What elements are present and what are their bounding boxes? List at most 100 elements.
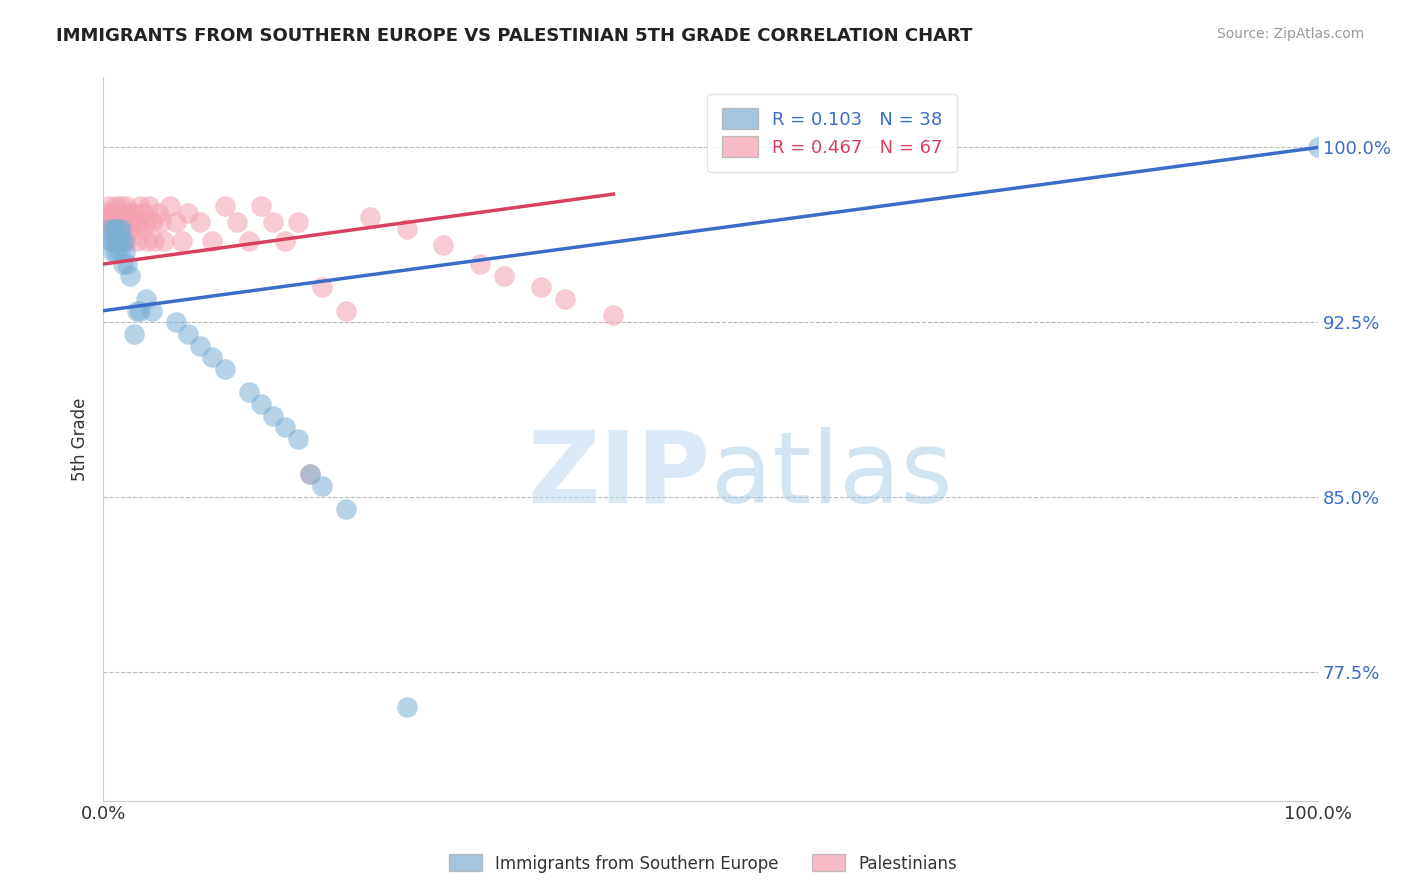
Point: [110, 199, 132, 213]
Point: [110, 234, 132, 248]
Point: [120, 222, 142, 236]
Text: ZIP: ZIP: [527, 426, 710, 524]
Point: [214, 362, 236, 376]
Point: [262, 409, 284, 423]
Point: [150, 215, 173, 229]
Point: [128, 199, 150, 213]
Point: [108, 222, 131, 236]
Text: IMMIGRANTS FROM SOUTHERN EUROPE VS PALESTINIAN 5TH GRADE CORRELATION CHART: IMMIGRANTS FROM SOUTHERN EUROPE VS PALES…: [56, 27, 973, 45]
Point: [110, 222, 132, 236]
Point: [114, 234, 136, 248]
Point: [359, 211, 381, 225]
Point: [153, 234, 176, 248]
Point: [100, 215, 122, 229]
Point: [177, 326, 200, 341]
Point: [117, 206, 139, 220]
Point: [143, 234, 166, 248]
Point: [98, 222, 121, 236]
Point: [201, 351, 224, 365]
Point: [112, 234, 135, 248]
Point: [188, 215, 211, 229]
Point: [298, 467, 321, 481]
Point: [201, 234, 224, 248]
Point: [105, 199, 128, 213]
Point: [311, 478, 333, 492]
Point: [98, 222, 121, 236]
Point: [107, 215, 129, 229]
Point: [311, 280, 333, 294]
Point: [141, 215, 163, 229]
Legend: R = 0.103   N = 38, R = 0.467   N = 67: R = 0.103 N = 38, R = 0.467 N = 67: [707, 94, 957, 171]
Point: [117, 215, 139, 229]
Point: [138, 199, 160, 213]
Point: [124, 215, 146, 229]
Point: [135, 234, 157, 248]
Point: [127, 234, 149, 248]
Legend: Immigrants from Southern Europe, Palestinians: Immigrants from Southern Europe, Palesti…: [441, 847, 965, 880]
Point: [432, 238, 454, 252]
Point: [110, 222, 132, 236]
Point: [554, 292, 576, 306]
Point: [274, 234, 297, 248]
Point: [172, 234, 194, 248]
Point: [103, 222, 125, 236]
Point: [100, 222, 122, 236]
Point: [118, 215, 141, 229]
Point: [117, 257, 139, 271]
Point: [112, 215, 135, 229]
Point: [122, 206, 145, 220]
Point: [96, 206, 118, 220]
Point: [165, 315, 187, 329]
Point: [128, 303, 150, 318]
Point: [159, 199, 181, 213]
Point: [602, 309, 624, 323]
Point: [122, 326, 145, 341]
Point: [238, 234, 260, 248]
Point: [287, 432, 309, 446]
Point: [100, 234, 122, 248]
Point: [529, 280, 551, 294]
Point: [132, 206, 155, 220]
Point: [250, 199, 273, 213]
Point: [108, 206, 131, 220]
Point: [146, 206, 169, 220]
Point: [135, 292, 157, 306]
Point: [98, 199, 121, 213]
Point: [1308, 140, 1330, 154]
Point: [335, 502, 357, 516]
Point: [335, 303, 357, 318]
Point: [135, 215, 157, 229]
Point: [94, 215, 117, 229]
Point: [104, 222, 127, 236]
Point: [262, 215, 284, 229]
Point: [274, 420, 297, 434]
Point: [118, 268, 141, 283]
Point: [131, 222, 153, 236]
Point: [298, 467, 321, 481]
Point: [225, 215, 247, 229]
Point: [111, 257, 134, 271]
Point: [103, 215, 125, 229]
Y-axis label: 5th Grade: 5th Grade: [72, 397, 89, 481]
Point: [100, 206, 122, 220]
Point: [108, 215, 131, 229]
Point: [177, 206, 200, 220]
Point: [395, 700, 418, 714]
Text: Source: ZipAtlas.com: Source: ZipAtlas.com: [1216, 27, 1364, 41]
Point: [188, 339, 211, 353]
Point: [101, 245, 124, 260]
Point: [104, 222, 127, 236]
Point: [100, 234, 122, 248]
Point: [468, 257, 491, 271]
Point: [101, 211, 124, 225]
Point: [111, 206, 134, 220]
Point: [104, 206, 127, 220]
Point: [238, 385, 260, 400]
Point: [97, 211, 120, 225]
Point: [127, 303, 149, 318]
Point: [104, 234, 127, 248]
Point: [117, 234, 139, 248]
Point: [494, 268, 516, 283]
Point: [114, 245, 136, 260]
Point: [165, 215, 187, 229]
